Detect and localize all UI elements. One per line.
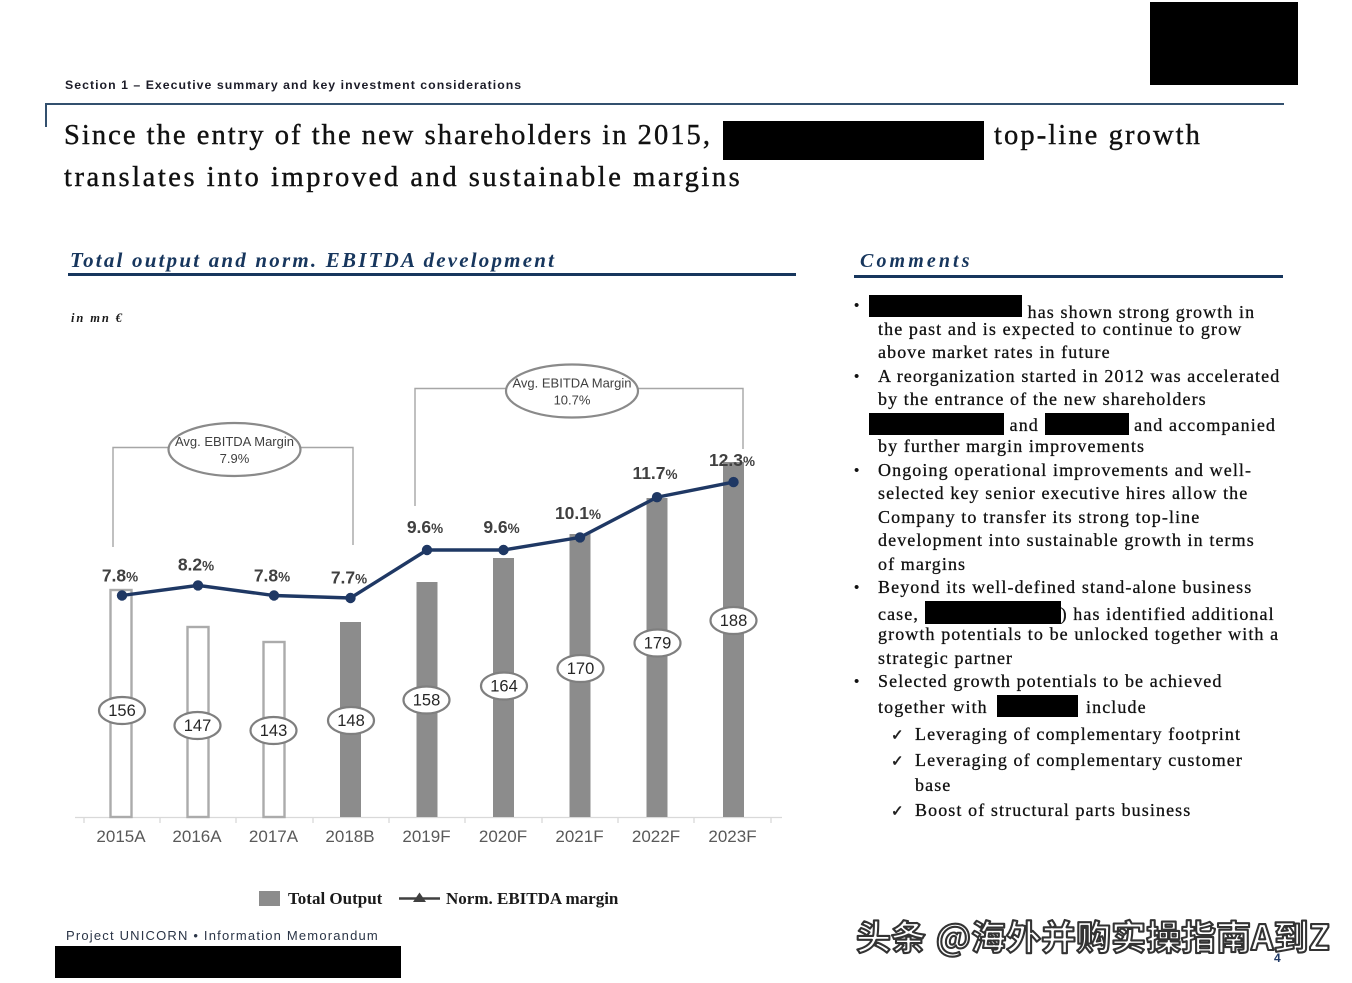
- svg-text:10.7%: 10.7%: [554, 393, 591, 408]
- svg-text:9.6%: 9.6%: [483, 517, 519, 537]
- svg-text:188: 188: [720, 612, 748, 630]
- svg-text:7.8%: 7.8%: [254, 566, 290, 586]
- svg-text:147: 147: [184, 717, 212, 735]
- svg-text:8.2%: 8.2%: [178, 555, 214, 575]
- svg-text:Avg. EBITDA Margin: Avg. EBITDA Margin: [513, 376, 632, 391]
- svg-text:179: 179: [644, 635, 672, 653]
- svg-text:Norm. EBITDA margin: Norm. EBITDA margin: [446, 889, 619, 908]
- svg-text:2015A: 2015A: [96, 827, 146, 846]
- svg-text:156: 156: [108, 702, 136, 720]
- svg-text:10.1%: 10.1%: [555, 503, 601, 523]
- svg-text:164: 164: [490, 678, 518, 696]
- svg-text:12.3%: 12.3%: [709, 450, 755, 470]
- svg-text:2023F: 2023F: [708, 827, 756, 846]
- svg-text:2016A: 2016A: [172, 827, 222, 846]
- svg-text:170: 170: [567, 660, 595, 678]
- svg-text:2020F: 2020F: [479, 827, 527, 846]
- svg-text:Avg. EBITDA Margin: Avg. EBITDA Margin: [175, 434, 294, 449]
- svg-text:2022F: 2022F: [632, 827, 680, 846]
- svg-text:143: 143: [260, 722, 288, 740]
- svg-text:7.8%: 7.8%: [102, 566, 138, 586]
- svg-text:148: 148: [337, 712, 365, 730]
- svg-text:2018B: 2018B: [325, 827, 374, 846]
- svg-text:11.7%: 11.7%: [632, 463, 677, 483]
- svg-text:2017A: 2017A: [249, 827, 299, 846]
- svg-text:2019F: 2019F: [402, 827, 450, 846]
- svg-text:7.9%: 7.9%: [220, 451, 250, 466]
- svg-text:7.7%: 7.7%: [331, 568, 367, 588]
- svg-text:Total Output: Total Output: [288, 889, 383, 908]
- svg-text:158: 158: [413, 692, 441, 710]
- svg-text:2021F: 2021F: [555, 827, 603, 846]
- svg-text:9.6%: 9.6%: [407, 517, 443, 537]
